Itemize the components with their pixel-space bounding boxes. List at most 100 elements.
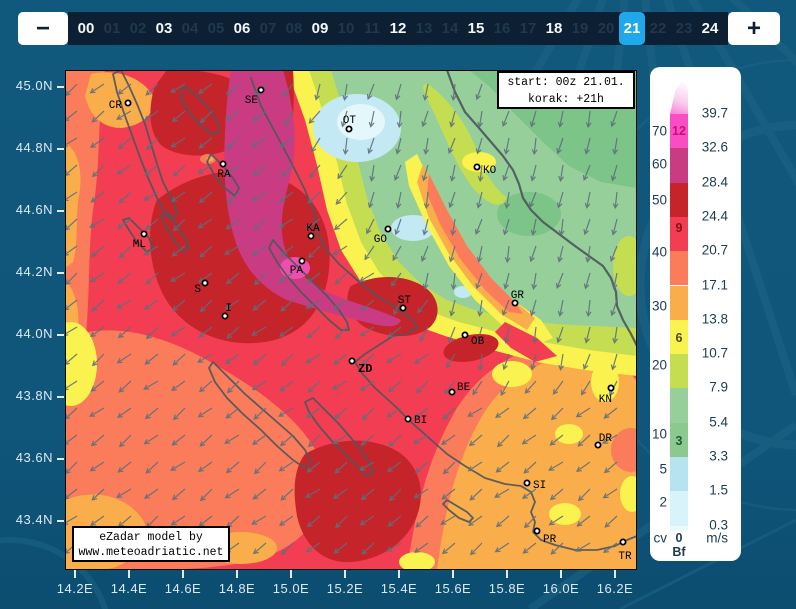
legend-beaufort-value: 9 <box>675 221 683 235</box>
city-marker-RA <box>219 160 227 168</box>
lat-label: 43.8N <box>15 388 53 403</box>
hour-cell-21[interactable]: 21 <box>619 12 645 45</box>
lat-tick <box>57 396 64 398</box>
timeline-plus-button[interactable]: + <box>728 12 780 45</box>
credit-line: eZadar model by <box>99 531 203 544</box>
coastlines <box>112 70 637 551</box>
legend-mps-value: 28.4 <box>701 174 728 190</box>
hour-cell-22[interactable]: 22 <box>649 20 667 37</box>
legend-segment <box>670 182 688 217</box>
lon-tick <box>344 570 346 578</box>
hour-cell-07[interactable]: 07 <box>259 20 277 37</box>
lon-tick <box>506 570 508 578</box>
hour-cell-23[interactable]: 23 <box>675 20 693 37</box>
city-marker-ST <box>399 304 407 312</box>
city-marker-PR <box>533 527 541 535</box>
legend-unit-mps: m/s <box>706 530 728 546</box>
city-label-KO: KO <box>483 165 497 177</box>
hour-cell-15[interactable]: 15 <box>467 20 485 37</box>
city-marker-KA <box>307 232 315 240</box>
legend-segment <box>670 525 688 531</box>
city-label-TR: TR <box>618 551 632 563</box>
legend-knots-value: 30 <box>651 298 667 314</box>
lon-tick <box>452 570 454 578</box>
wind-speed-legend: 39.7 32.6 28.4 24.4 20.7 17.1 13.8 10.7 7.9 5.4 3.… <box>650 67 741 561</box>
city-marker-PA <box>298 257 306 265</box>
lon-label: 16.2E <box>596 581 634 596</box>
city-marker-TR <box>619 538 627 546</box>
legend-segment <box>670 148 688 183</box>
map-frame <box>65 70 637 570</box>
wind-map[interactable]: CR SE OT RA KO ML GO KA PA S I ST GR OB ZD BE KN DR BI SI PR… <box>65 70 637 570</box>
hour-cell-03[interactable]: 03 <box>155 20 173 37</box>
hour-cell-08[interactable]: 08 <box>285 20 303 37</box>
legend-knots-value: 2 <box>659 494 667 510</box>
city-label-KA: KA <box>306 223 320 235</box>
hour-cell-14[interactable]: 14 <box>441 20 459 37</box>
lat-tick <box>57 520 64 522</box>
lat-tick <box>57 334 64 336</box>
lon-label: 14.6E <box>164 581 202 596</box>
timeline-bar: − 00 01 02 03 04 05 06 07 08 09 10 11 12 13 14 15 16 17 18… <box>0 0 796 57</box>
legend-beaufort-value: 3 <box>675 434 683 448</box>
lat-tick <box>57 458 64 460</box>
city-label-BI: BI <box>414 415 427 427</box>
lat-label: 44.6N <box>15 202 53 217</box>
lon-tick <box>236 570 238 578</box>
city-label-PA: PA <box>290 265 304 277</box>
legend-colorbar-tip <box>670 80 688 114</box>
hour-cell-01[interactable]: 01 <box>103 20 121 37</box>
hour-cell-18[interactable]: 18 <box>545 20 563 37</box>
wind-arrows <box>65 83 619 556</box>
hour-cell-06[interactable]: 06 <box>233 20 251 37</box>
legend-segment <box>670 422 688 457</box>
city-marker-BI <box>404 415 412 423</box>
city-marker-BE <box>448 388 456 396</box>
hour-cell-02[interactable]: 02 <box>129 20 147 37</box>
hour-cell-19[interactable]: 19 <box>571 20 589 37</box>
legend-mps-value: 0.3 <box>709 517 728 533</box>
legend-segment <box>670 354 688 389</box>
hour-cell-17[interactable]: 17 <box>519 20 537 37</box>
lon-label: 15.0E <box>272 581 310 596</box>
city-marker-ML <box>140 230 148 238</box>
legend-mps-value: 17.1 <box>701 277 728 293</box>
timeline-track <box>68 12 728 45</box>
city-label-KN: KN <box>599 394 612 406</box>
city-marker-GO <box>384 225 392 233</box>
legend-mps-value: 10.7 <box>701 345 728 361</box>
legend-mps-value: 1.5 <box>709 482 728 498</box>
city-marker-SE <box>257 86 265 94</box>
hour-cell-12[interactable]: 12 <box>389 20 407 37</box>
hour-cell-00[interactable]: 00 <box>77 20 95 37</box>
lon-tick <box>290 570 292 578</box>
legend-segment <box>670 491 688 526</box>
hour-cell-10[interactable]: 10 <box>337 20 355 37</box>
legend-mps-value: 32.6 <box>701 139 728 155</box>
hour-cell-04[interactable]: 04 <box>181 20 199 37</box>
lat-tick <box>57 272 64 274</box>
legend-knots-value: 50 <box>651 192 667 208</box>
city-label-ST: ST <box>398 295 412 307</box>
lon-label: 15.4E <box>380 581 418 596</box>
lon-label: 14.2E <box>56 581 94 596</box>
hour-cell-05[interactable]: 05 <box>207 20 225 37</box>
hour-row: 00 01 02 03 04 05 06 07 08 09 10 11 12 13 14 15 16 17 18 19… <box>68 12 728 45</box>
hour-cell-20[interactable]: 20 <box>597 20 615 37</box>
city-label-RA: RA <box>217 169 231 181</box>
hour-cell-13[interactable]: 13 <box>415 20 433 37</box>
legend-segment <box>670 285 688 320</box>
legend-knots-value: 60 <box>651 156 667 172</box>
hour-cell-11[interactable]: 11 <box>364 20 380 37</box>
lon-tick <box>560 570 562 578</box>
legend-knots-value: 70 <box>651 123 667 139</box>
city-label-SI: SI <box>533 480 546 492</box>
city-label-I: I <box>225 303 232 315</box>
hour-cell-09[interactable]: 09 <box>311 20 329 37</box>
hour-cell-24[interactable]: 24 <box>701 20 719 37</box>
lat-tick <box>57 86 64 88</box>
lat-label: 44.8N <box>15 140 53 155</box>
timeline-minus-button[interactable]: − <box>18 12 68 45</box>
hour-cell-16[interactable]: 16 <box>493 20 511 37</box>
legend-beaufort-value: 12 <box>672 124 686 138</box>
